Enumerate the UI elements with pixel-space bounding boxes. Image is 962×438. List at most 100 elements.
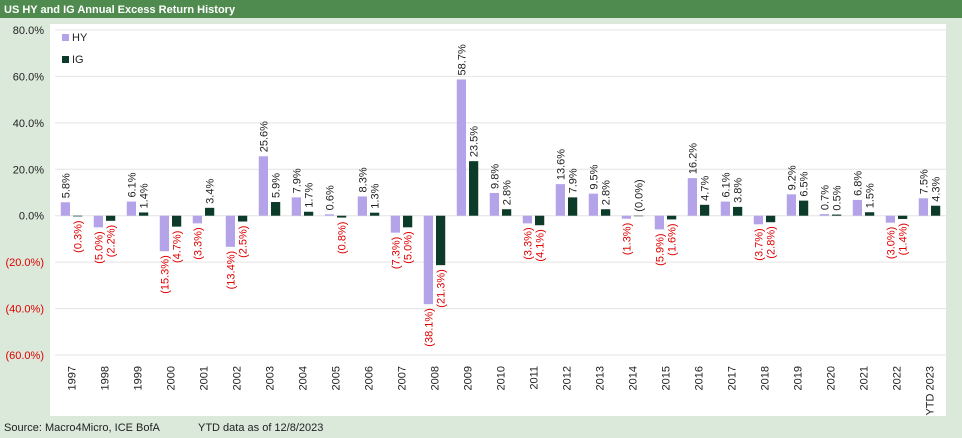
bar <box>522 215 532 224</box>
bar <box>456 79 466 216</box>
bar <box>568 197 578 216</box>
bar <box>304 211 314 216</box>
bar <box>126 201 136 216</box>
value-label: 9.5% <box>588 164 600 189</box>
x-tick-label: 2018 <box>760 366 772 390</box>
x-tick-label: 2010 <box>496 366 508 390</box>
x-tick-label: 2007 <box>397 366 409 390</box>
x-tick-label: 2015 <box>661 366 673 390</box>
value-label: (4.1%) <box>535 229 547 261</box>
title-bar <box>0 0 962 18</box>
bar <box>555 184 565 216</box>
value-label: (5.0%) <box>403 231 415 263</box>
value-label: 6.1% <box>126 172 138 197</box>
bar <box>357 196 367 216</box>
bar <box>489 192 499 216</box>
bar <box>192 215 202 224</box>
x-tick-label: 2016 <box>694 366 706 390</box>
value-label: 25.6% <box>258 121 270 152</box>
value-label: 4.3% <box>931 176 943 201</box>
plot-area <box>50 24 946 416</box>
source: Source: Macro4Micro, ICE BofA <box>4 422 161 434</box>
value-label: (1.3%) <box>621 223 633 255</box>
bar <box>205 207 215 216</box>
y-tick-label: 80.0% <box>13 25 44 37</box>
value-label: 1.7% <box>304 182 316 207</box>
value-label: 1.5% <box>865 183 877 208</box>
bar <box>918 198 928 216</box>
value-label: 1.3% <box>370 183 382 208</box>
y-tick-label: (20.0%) <box>5 257 44 269</box>
bar <box>370 212 380 216</box>
value-label: 9.2% <box>786 165 798 190</box>
bar <box>159 215 169 252</box>
value-label: 4.7% <box>700 176 712 201</box>
bar <box>654 215 664 230</box>
bar <box>60 202 70 216</box>
value-label: 16.2% <box>687 143 699 174</box>
value-label: 3.4% <box>205 179 217 204</box>
x-tick-label: 1998 <box>100 366 112 390</box>
legend-label: HY <box>72 32 88 44</box>
value-label: (0.3%) <box>73 220 85 252</box>
value-label: 2.8% <box>601 180 613 205</box>
value-label: (2.2%) <box>106 225 118 257</box>
bar <box>687 178 697 216</box>
x-tick-label: 2019 <box>793 366 805 390</box>
bar <box>271 202 281 216</box>
value-label: 7.9% <box>291 168 303 193</box>
bar <box>634 215 644 217</box>
bar <box>502 209 512 216</box>
bar <box>291 197 301 216</box>
x-tick-label: YTD 2023 <box>925 366 937 416</box>
value-label: (1.4%) <box>898 223 910 255</box>
x-tick-label: 2012 <box>562 366 574 390</box>
bar <box>799 200 809 216</box>
value-label: 5.8% <box>60 173 72 198</box>
x-tick-label: 2005 <box>331 366 343 390</box>
x-tick-label: 2000 <box>166 366 178 390</box>
bar <box>667 215 677 220</box>
value-label: 5.9% <box>271 173 283 198</box>
bar <box>225 215 235 247</box>
x-tick-label: 2014 <box>628 366 640 390</box>
bar <box>403 215 413 228</box>
y-tick-label: 20.0% <box>13 164 44 176</box>
value-label: (21.3%) <box>436 269 448 308</box>
value-label: 9.8% <box>489 164 501 189</box>
x-tick-label: 2004 <box>298 366 310 390</box>
bar <box>832 214 842 216</box>
bar <box>753 215 763 225</box>
value-label: (5.0%) <box>93 231 105 263</box>
bar <box>720 201 730 216</box>
value-label: 0.7% <box>819 185 831 210</box>
bar <box>852 199 862 216</box>
value-label: (1.6%) <box>667 223 679 255</box>
value-label: 13.6% <box>555 149 567 180</box>
bar <box>819 214 829 216</box>
value-label: (3.0%) <box>885 227 897 259</box>
bar <box>139 212 149 216</box>
x-tick-label: 2006 <box>364 366 376 390</box>
bar <box>621 215 631 219</box>
value-label: 6.8% <box>852 171 864 196</box>
value-label: 3.8% <box>733 178 745 203</box>
bar <box>885 215 895 223</box>
value-label: 0.6% <box>324 185 336 210</box>
value-label: (5.9%) <box>654 233 666 265</box>
bar <box>324 214 334 216</box>
bar <box>931 205 941 216</box>
bar <box>601 209 611 216</box>
bar <box>390 215 400 233</box>
bar <box>700 204 710 216</box>
bar <box>423 215 433 305</box>
chart-title: US HY and IG Annual Excess Return Histor… <box>4 4 236 16</box>
bar <box>73 215 83 217</box>
bar <box>106 215 116 221</box>
value-label: 6.1% <box>720 172 732 197</box>
y-tick-label: (60.0%) <box>5 350 44 362</box>
bar <box>786 194 796 216</box>
value-label: (2.8%) <box>766 226 778 258</box>
y-tick-label: 0.0% <box>19 211 44 223</box>
x-tick-label: 1999 <box>133 366 145 390</box>
